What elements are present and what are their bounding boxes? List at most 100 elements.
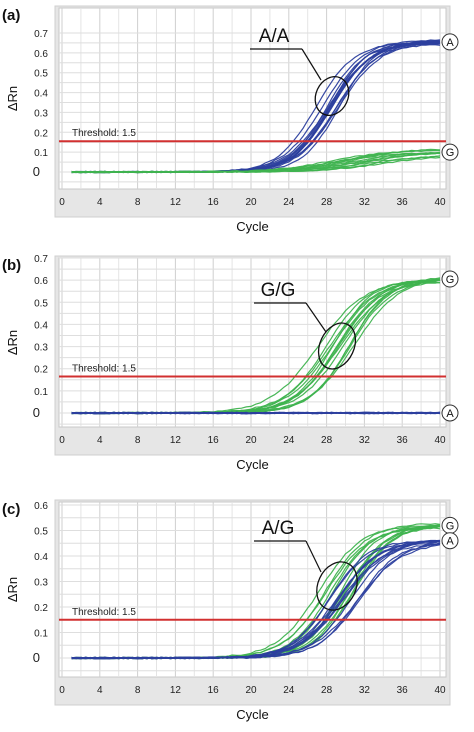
y-tick-label: 0.4 [34,89,48,100]
grid-lines [59,502,446,677]
threshold-label: Threshold: 1.5 [72,128,136,139]
x-tick-label: 0 [59,685,65,696]
x-tick-label: 0 [59,197,65,208]
x-tick-label: 40 [434,435,446,446]
x-tick-label: 16 [208,685,220,696]
x-tick-label: 8 [135,435,141,446]
annotation-ellipse [317,322,357,370]
series-end-marker [441,33,459,51]
y-tick-label: 0.2 [34,365,48,376]
y-tick-label: 0.3 [34,108,48,119]
x-tick-label: 36 [397,197,409,208]
plot-area [58,501,447,678]
x-tick-label: 32 [359,435,371,446]
series-end-marker-label: A [446,408,454,420]
x-tick-label: 24 [283,435,295,446]
y-tick-label: 0.5 [34,298,48,309]
y-tick-label: 0 [33,650,40,665]
y-tick-label: 0.3 [34,343,48,354]
y-tick-label: 0.7 [34,29,48,40]
x-tick-label: 4 [97,197,103,208]
x-tick-label: 0 [59,435,65,446]
y-axis-label: ΔRn [5,86,20,111]
x-tick-label: 32 [359,197,371,208]
x-tick-label: 20 [245,197,257,208]
amplification-curve [71,411,440,415]
series-end-marker [441,270,459,288]
amplification-curve [71,540,441,660]
x-axis-label: Cycle [236,457,269,472]
chart-panel-3: (c) 0 0.1 0.2 0.3 0.4 0.5 0.6 ΔRn 0 4 8 12 16 20 24 28 32… [2,499,459,722]
x-tick-label: 12 [170,685,182,696]
y-tick-label: 0.5 [34,69,48,80]
grid-lines [59,257,446,427]
y-tick-label: 0 [33,405,40,420]
series-end-marker-label: A [446,37,454,49]
x-tick-label: 20 [245,435,257,446]
x-tick-label: 16 [208,435,220,446]
x-tick-label: 12 [170,197,182,208]
y-tick-label: 0.6 [34,501,48,512]
genotype-annotation: A/A [259,26,290,47]
y-tick-label: 0.2 [34,603,48,614]
annotation-leader-line [301,48,322,81]
y-tick-label: 0.2 [34,128,48,139]
x-axis-label: Cycle [236,219,269,234]
panel-label: (a) [2,7,20,24]
series-end-marker-label: G [446,520,455,532]
x-tick-label: 28 [321,685,333,696]
y-tick-label: 0.6 [34,276,48,287]
x-tick-label: 24 [283,197,295,208]
x-tick-label: 12 [170,435,182,446]
x-tick-label: 16 [208,197,220,208]
threshold-label: Threshold: 1.5 [72,607,136,618]
x-tick-label: 24 [283,685,295,696]
x-tick-label: 32 [359,685,371,696]
y-tick-label: 0.3 [34,578,48,589]
annotation-leader-line [305,540,322,573]
x-tick-label: 4 [97,685,103,696]
series-end-marker [441,532,459,550]
y-tick-label: 0.1 [34,148,48,159]
y-tick-label: 0.5 [34,527,48,538]
series-g-curves [71,148,441,174]
series-a-curves [71,411,441,415]
threshold-label: Threshold: 1.5 [72,363,136,374]
annotation-ellipse [316,561,358,611]
annotation-ellipse [314,76,350,116]
y-tick-label: 0.7 [34,254,48,265]
annotation-leader-line [305,302,327,333]
series-a-curves [71,539,441,660]
x-tick-label: 28 [321,197,333,208]
series-end-marker-label: A [446,536,454,548]
series-end-marker [441,404,459,422]
chart-panel-1: (a) 0 0.1 0.2 0.3 0.4 0.5 0.6 0.7 ΔRn 0 4 8 12 16 20 24 2… [2,5,459,234]
amplification-curve [71,149,441,174]
y-tick-label: 0.4 [34,552,48,563]
y-tick-label: 0.1 [34,387,48,398]
y-tick-label: 0.4 [34,320,48,331]
plot-area [58,257,447,428]
x-tick-label: 20 [245,685,257,696]
x-tick-label: 36 [397,685,409,696]
x-tick-label: 40 [434,685,446,696]
series-end-marker [441,143,459,161]
panel-label: (c) [2,501,20,518]
x-tick-label: 28 [321,435,333,446]
x-tick-label: 8 [135,685,141,696]
genotype-annotation: G/G [261,280,296,301]
x-tick-label: 36 [397,435,409,446]
x-tick-label: 8 [135,197,141,208]
chart-panel-2: (b) 0 0.1 0.2 0.3 0.4 0.5 0.6 0.7 ΔRn 0 4 8 12 16 20 24 2… [2,254,459,472]
genotype-annotation: A/G [262,518,295,539]
panel-label: (b) [2,257,21,274]
x-tick-label: 4 [97,435,103,446]
y-tick-label: 0 [33,164,40,179]
series-end-marker-label: G [446,147,455,159]
series-end-marker-label: G [446,274,455,286]
y-tick-label: 0.1 [34,629,48,640]
x-axis-label: Cycle [236,707,269,722]
x-tick-label: 40 [434,197,446,208]
y-axis-label: ΔRn [5,330,20,355]
